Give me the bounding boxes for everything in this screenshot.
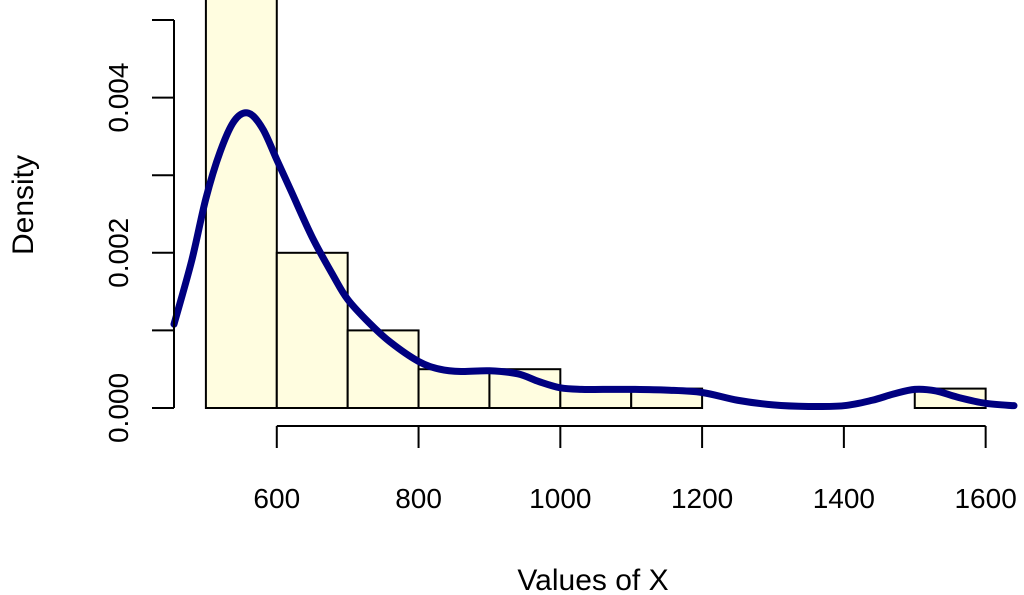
histogram-bar [417,368,491,410]
x-axis-title: Values of X [517,564,668,595]
histogram-bar [204,0,278,409]
x-tick-label: 600 [253,483,300,514]
y-axis: 0.000 0.002 0.004 [103,19,175,443]
x-tick-label: 1400 [813,483,875,514]
histogram-bar [346,329,420,409]
y-axis-title: Density [7,155,40,255]
x-tick-label: 1000 [529,483,591,514]
x-tick-label: 1600 [954,483,1016,514]
y-tick-label: 0.004 [103,63,134,133]
y-tick-label: 0.000 [103,373,134,443]
density-curve [170,109,1018,411]
histogram-bars [204,0,987,410]
x-tick-label: 800 [395,483,442,514]
x-tick-label: 1200 [671,483,733,514]
y-tick-label: 0.002 [103,218,134,288]
x-axis: 600 800 1000 1200 1400 1600 [253,425,1017,514]
